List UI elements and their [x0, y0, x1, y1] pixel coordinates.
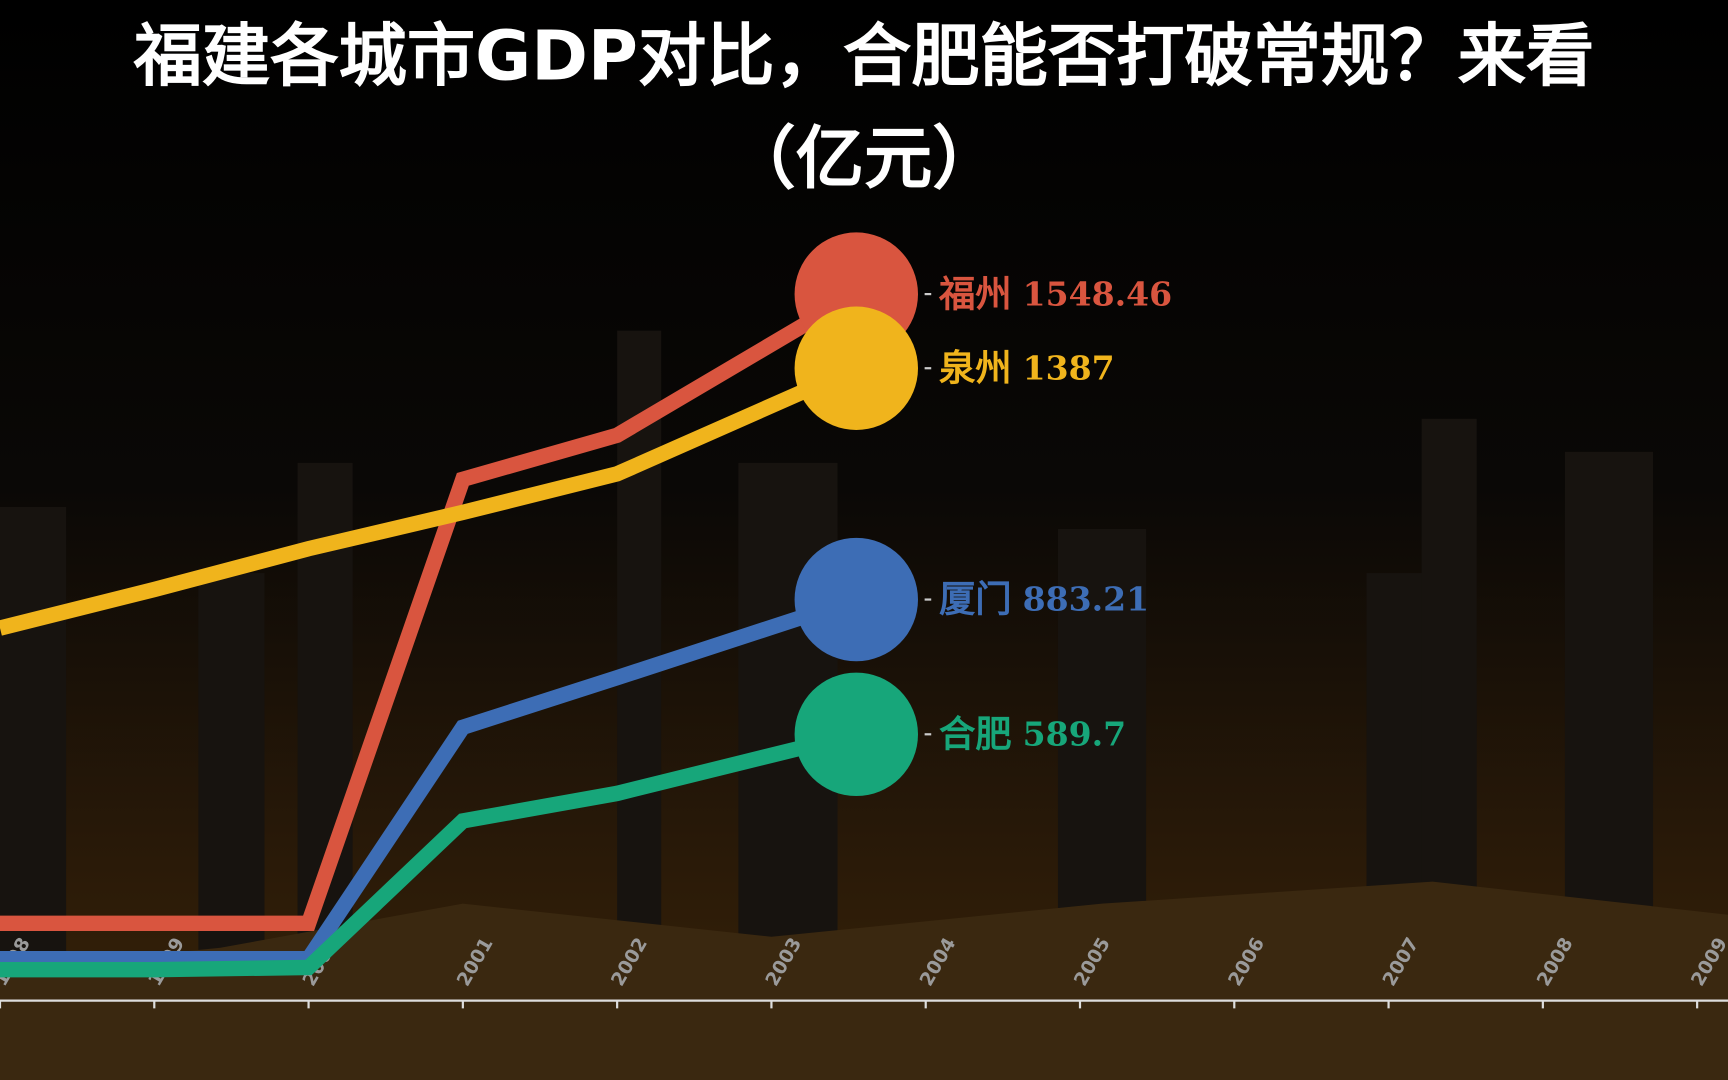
plot-area: 1998 1999 2000 2001 2002 2003 2004 2005 2006 2007… [0, 232, 1728, 1009]
series-line [0, 726, 859, 978]
legend-label: 厦门 [939, 578, 1012, 621]
series-line [0, 287, 861, 932]
series-line [0, 592, 859, 967]
legend-label: 合肥 [939, 713, 1012, 756]
data-label: 883.21 [1023, 580, 1149, 619]
chart-title: 福建各城市GDP对比，合肥能否打破常规？来看 [133, 17, 1595, 96]
series-line [0, 361, 860, 636]
data-label: 1548.46 [1023, 274, 1172, 313]
chart-subtitle: （亿元） [727, 120, 1000, 199]
data-label: 589.7 [1023, 715, 1126, 754]
end-marker [794, 672, 918, 797]
temple-silhouette [0, 881, 1728, 1080]
data-label: 1387 [1023, 348, 1115, 387]
legend-label: 泉州 [939, 346, 1012, 389]
end-marker [794, 537, 918, 662]
end-marker [794, 306, 918, 430]
legend-label: 福州 [938, 272, 1012, 315]
